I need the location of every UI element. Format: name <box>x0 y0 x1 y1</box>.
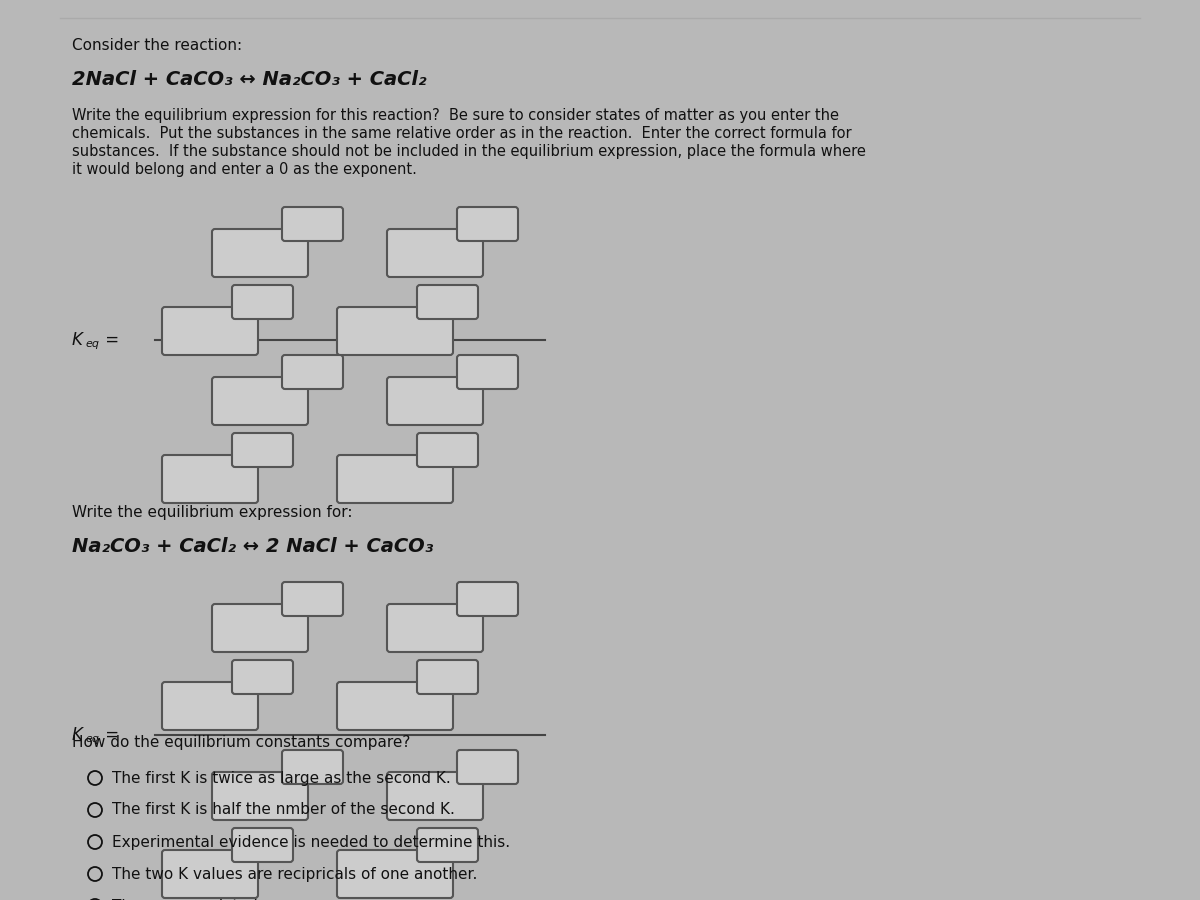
Text: Write the equilibrium expression for:: Write the equilibrium expression for: <box>72 505 353 520</box>
Text: K: K <box>72 726 83 744</box>
FancyBboxPatch shape <box>232 828 293 862</box>
FancyBboxPatch shape <box>162 455 258 503</box>
FancyBboxPatch shape <box>232 660 293 694</box>
FancyBboxPatch shape <box>418 285 478 319</box>
Text: eq: eq <box>85 734 98 744</box>
FancyBboxPatch shape <box>337 682 454 730</box>
FancyBboxPatch shape <box>337 850 454 898</box>
Text: Write the equilibrium expression for this reaction?  Be sure to consider states : Write the equilibrium expression for thi… <box>72 108 839 123</box>
FancyBboxPatch shape <box>212 229 308 277</box>
FancyBboxPatch shape <box>418 433 478 467</box>
FancyBboxPatch shape <box>162 307 258 355</box>
FancyBboxPatch shape <box>418 660 478 694</box>
Text: Na₂CO₃ + CaCl₂ ↔ 2 NaCl + CaCO₃: Na₂CO₃ + CaCl₂ ↔ 2 NaCl + CaCO₃ <box>72 537 433 556</box>
FancyBboxPatch shape <box>386 604 482 652</box>
Text: How do the equilibrium constants compare?: How do the equilibrium constants compare… <box>72 735 410 750</box>
Text: eq: eq <box>85 339 98 349</box>
FancyBboxPatch shape <box>282 207 343 241</box>
Text: it would belong and enter a 0 as the exponent.: it would belong and enter a 0 as the exp… <box>72 162 416 177</box>
Text: The two K values are recipricals of one another.: The two K values are recipricals of one … <box>112 867 478 881</box>
Text: The first K is half the nmber of the second K.: The first K is half the nmber of the sec… <box>112 803 455 817</box>
Text: =: = <box>100 331 119 349</box>
FancyBboxPatch shape <box>162 850 258 898</box>
Text: chemicals.  Put the substances in the same relative order as in the reaction.  E: chemicals. Put the substances in the sam… <box>72 126 852 141</box>
FancyBboxPatch shape <box>457 355 518 389</box>
FancyBboxPatch shape <box>212 377 308 425</box>
Text: Experimental evidence is needed to determine this.: Experimental evidence is needed to deter… <box>112 834 510 850</box>
FancyBboxPatch shape <box>232 433 293 467</box>
FancyBboxPatch shape <box>386 377 482 425</box>
FancyBboxPatch shape <box>282 355 343 389</box>
Text: They are unrelated.: They are unrelated. <box>112 898 263 900</box>
Text: substances.  If the substance should not be included in the equilibrium expressi: substances. If the substance should not … <box>72 144 866 159</box>
Text: Consider the reaction:: Consider the reaction: <box>72 38 242 53</box>
FancyBboxPatch shape <box>386 772 482 820</box>
FancyBboxPatch shape <box>282 582 343 616</box>
Text: 2NaCl + CaCO₃ ↔ Na₂CO₃ + CaCl₂: 2NaCl + CaCO₃ ↔ Na₂CO₃ + CaCl₂ <box>72 70 426 89</box>
FancyBboxPatch shape <box>418 828 478 862</box>
FancyBboxPatch shape <box>337 307 454 355</box>
Text: =: = <box>100 726 119 744</box>
Text: K: K <box>72 331 83 349</box>
FancyBboxPatch shape <box>282 750 343 784</box>
FancyBboxPatch shape <box>162 682 258 730</box>
FancyBboxPatch shape <box>386 229 482 277</box>
FancyBboxPatch shape <box>337 455 454 503</box>
FancyBboxPatch shape <box>212 772 308 820</box>
FancyBboxPatch shape <box>212 604 308 652</box>
FancyBboxPatch shape <box>457 750 518 784</box>
FancyBboxPatch shape <box>457 582 518 616</box>
Text: The first K is twice as large as the second K.: The first K is twice as large as the sec… <box>112 770 451 786</box>
FancyBboxPatch shape <box>232 285 293 319</box>
FancyBboxPatch shape <box>457 207 518 241</box>
